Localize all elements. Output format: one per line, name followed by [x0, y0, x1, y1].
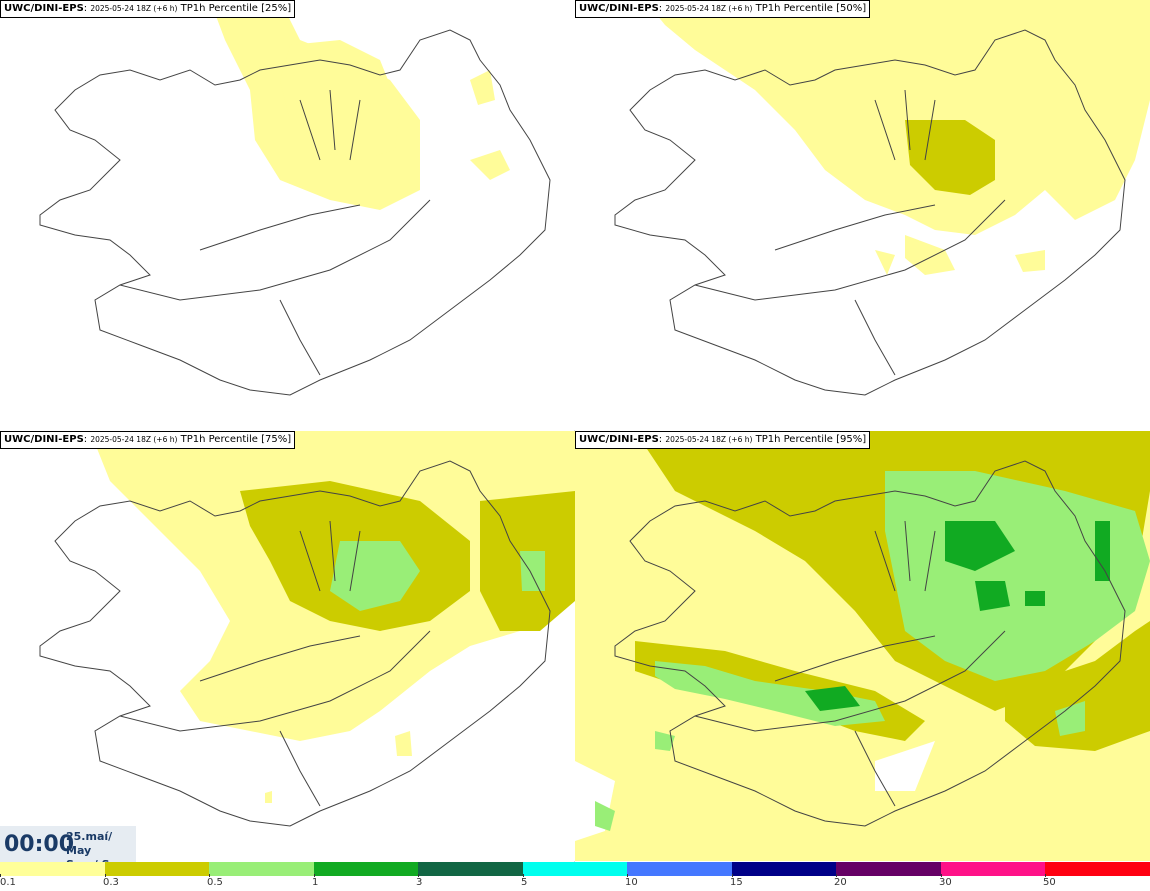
valid-time-box: 00:00 25.maí/ May Sun./ Sun: [0, 826, 136, 871]
colorbar-tick-label: 0.3: [103, 877, 119, 888]
colorbar-tick-label: 3: [416, 877, 423, 888]
precip-field: [645, 0, 1150, 275]
colorbar-tick-label: 0.5: [207, 877, 223, 888]
colorbar-segment: [104, 862, 210, 876]
panel-title: UWC/DINI-EPS: 2025-05-24 18Z (+6 h) TP1h…: [0, 431, 296, 449]
run-label: 2025-05-24 18Z (+6 h): [665, 435, 753, 444]
colorbar-tick-label: 1: [312, 877, 319, 888]
precip-map: [39, 431, 575, 827]
source-label: UWC/DINI-EPS: [4, 3, 84, 14]
run-label: 2025-05-24 18Z (+6 h): [665, 4, 753, 13]
param-label: TP1h Percentile [75%]: [180, 434, 292, 445]
colorbar-tick-mark: [627, 874, 628, 877]
precip-map: [39, 0, 551, 396]
colorbar-segment: [836, 862, 941, 876]
precip-field: [210, 0, 510, 210]
colorbar-segment: [627, 862, 732, 876]
colorbar-tick-label: 0.1: [0, 877, 16, 888]
precip-map: [575, 431, 1150, 861]
run-label: 2025-05-24 18Z (+6 h): [90, 435, 178, 444]
colorbar-tick-mark: [0, 874, 1, 877]
valid-time-clock: 00:00: [4, 832, 75, 857]
precip-colorbar: [0, 862, 1150, 876]
colorbar-tick-mark: [941, 874, 942, 877]
colorbar-tick-mark: [314, 874, 315, 877]
source-label: UWC/DINI-EPS: [579, 434, 659, 445]
param-label: TP1h Percentile [95%]: [755, 434, 867, 445]
iceland-outline: [614, 460, 1126, 827]
colorbar-tick-mark: [105, 874, 106, 877]
colorbar-tick-label: 10: [625, 877, 638, 888]
colorbar-tick-mark: [732, 874, 733, 877]
colorbar-segment: [0, 862, 105, 876]
colorbar-tick-mark: [1045, 874, 1046, 877]
iceland-outline: [614, 29, 1126, 396]
panel-title: UWC/DINI-EPS: 2025-05-24 18Z (+6 h) TP1h…: [575, 0, 871, 18]
colorbar-tick-mark: [836, 874, 837, 877]
colorbar-tick-mark: [418, 874, 419, 877]
colorbar-tick-label: 20: [834, 877, 847, 888]
map-panel-25: UWC/DINI-EPS: 2025-05-24 18Z (+6 h) TP1h…: [0, 0, 575, 430]
source-label: UWC/DINI-EPS: [579, 3, 659, 14]
colorbar-segment: [940, 862, 1046, 876]
map-panel-95: UWC/DINI-EPS: 2025-05-24 18Z (+6 h) TP1h…: [575, 431, 1150, 861]
colorbar-ticks: 0.1 0.3 0.5 1 3 5 10 15 20 30 50: [0, 874, 1150, 891]
colorbar-segment: [731, 862, 837, 876]
colorbar-tick-label: 5: [521, 877, 528, 888]
colorbar-tick-mark: [523, 874, 524, 877]
colorbar-segment: [1045, 862, 1150, 876]
colorbar-tick-label: 50: [1043, 877, 1056, 888]
map-panel-50: UWC/DINI-EPS: 2025-05-24 18Z (+6 h) TP1h…: [575, 0, 1150, 430]
param-label: TP1h Percentile [25%]: [180, 3, 292, 14]
run-label: 2025-05-24 18Z (+6 h): [90, 4, 178, 13]
colorbar-tick-label: 30: [939, 877, 952, 888]
colorbar-tick-label: 15: [730, 877, 743, 888]
panel-title: UWC/DINI-EPS: 2025-05-24 18Z (+6 h) TP1h…: [0, 0, 296, 18]
precip-field: [575, 431, 1150, 861]
iceland-outline: [39, 460, 551, 827]
map-panel-75: UWC/DINI-EPS: 2025-05-24 18Z (+6 h) TP1h…: [0, 431, 575, 861]
valid-date-label: 25.maí/ May: [66, 830, 113, 857]
colorbar-segment: [522, 862, 628, 876]
panel-title: UWC/DINI-EPS: 2025-05-24 18Z (+6 h) TP1h…: [575, 431, 871, 449]
precip-map: [614, 0, 1150, 396]
param-label: TP1h Percentile [50%]: [755, 3, 867, 14]
colorbar-segment: [313, 862, 419, 876]
precip-field: [90, 431, 575, 803]
source-label: UWC/DINI-EPS: [4, 434, 84, 445]
colorbar-tick-mark: [209, 874, 210, 877]
colorbar-segment: [209, 862, 314, 876]
colorbar-segment: [418, 862, 523, 876]
iceland-outline: [39, 29, 551, 396]
